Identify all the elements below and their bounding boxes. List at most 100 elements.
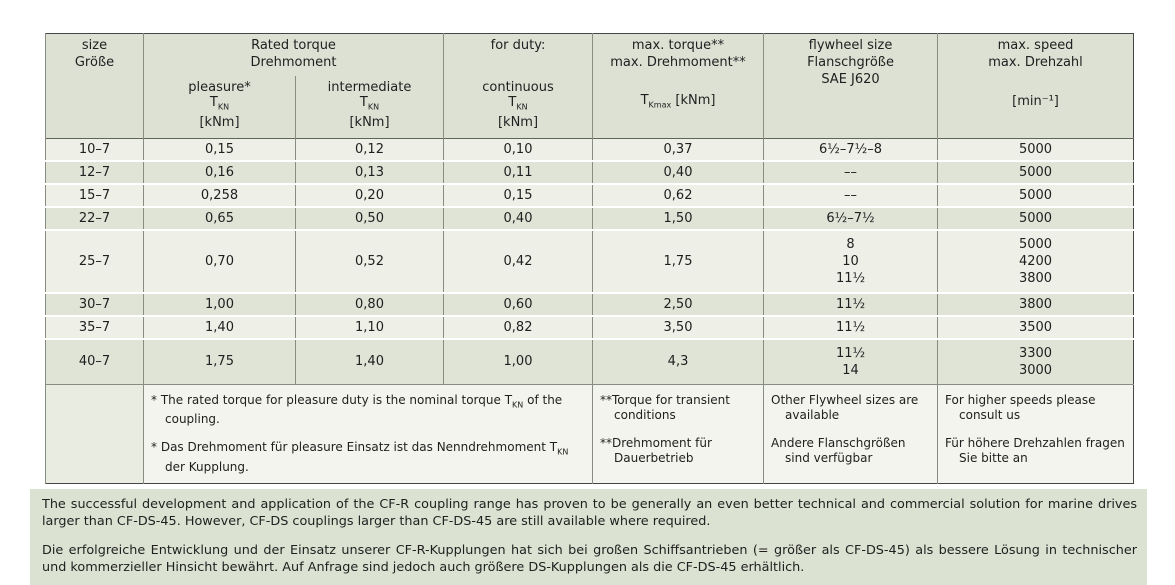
subheader-intermediate-symbol: TKN	[359, 95, 380, 112]
header-flywheel: flywheel size Flanschgröße SAE J620	[763, 33, 938, 139]
cell-pleasure: 1,40	[143, 314, 296, 339]
cell-size: 40–7	[45, 337, 144, 385]
cell-pleasure: 1,75	[143, 337, 296, 385]
cell-intermediate: 0,52	[294, 228, 444, 293]
cell-continuous: 0,40	[443, 205, 593, 230]
table-header: size Größe Rated torque Drehmoment for d…	[45, 33, 1134, 139]
cell-speed: 5000	[937, 205, 1134, 230]
cell-continuous: 0,60	[443, 291, 593, 316]
cell-size: 15–7	[45, 182, 144, 207]
cell-speed: 3500	[937, 314, 1134, 339]
cell-flywheel: 11½	[763, 314, 938, 339]
footnote-size-cell	[45, 383, 144, 484]
table-row: 15–7 0,258 0,20 0,15 0,62 –– 5000	[45, 182, 1134, 207]
footnote-row: * The rated torque for pleasure duty is …	[45, 383, 1134, 484]
table-row: 12–7 0,16 0,13 0,11 0,40 –– 5000	[45, 159, 1134, 184]
cell-continuous: 0,10	[443, 137, 593, 161]
cell-max-torque: 1,75	[592, 228, 764, 293]
cell-speed: 5000	[937, 159, 1134, 184]
footnote-max-torque-en: **Torque for transient conditions	[600, 392, 730, 423]
cell-intermediate: 0,20	[294, 182, 444, 207]
cell-max-torque: 2,50	[592, 291, 764, 316]
cell-intermediate: 0,12	[294, 137, 444, 161]
subheader-continuous-symbol: TKN	[508, 95, 528, 112]
cell-size: 10–7	[45, 137, 144, 161]
table-row: 35–7 1,40 1,10 0,82 3,50 11½ 3500	[45, 314, 1134, 339]
header-max-torque-symbol: TKmax [kNm]	[640, 93, 716, 110]
cell-continuous: 0,42	[443, 228, 593, 293]
cell-continuous: 0,15	[443, 182, 593, 207]
coupling-spec-table: size Größe Rated torque Drehmoment for d…	[45, 33, 1135, 485]
header-rated-torque-de: Drehmoment	[250, 55, 337, 70]
table-row: 10–7 0,15 0,12 0,10 0,37 6½–7½–8 5000	[45, 137, 1134, 161]
cell-size: 35–7	[45, 314, 144, 339]
cell-flywheel: ––	[763, 182, 938, 207]
cell-continuous: 0,82	[443, 314, 593, 339]
cell-flywheel: 11½	[763, 291, 938, 316]
cell-pleasure: 0,258	[143, 182, 296, 207]
cell-intermediate: 0,50	[294, 205, 444, 230]
header-max-torque: max. torque** max. Drehmoment** TKmax [k…	[592, 33, 764, 139]
cell-pleasure: 0,65	[143, 205, 296, 230]
cell-speed: 3800	[937, 291, 1134, 316]
header-flywheel-en: flywheel size	[808, 38, 893, 53]
header-flywheel-standard: SAE J620	[821, 72, 880, 87]
cell-speed: 3300 3000	[937, 337, 1134, 385]
footnote-rated-en: * The rated torque for pleasure duty is …	[151, 392, 563, 427]
header-size: size Größe	[45, 33, 144, 139]
footnote-speed-en: For higher speeds please consult us	[945, 392, 1096, 423]
footnote-speed: For higher speeds please consult us Für …	[937, 383, 1134, 484]
cell-intermediate: 1,40	[294, 337, 444, 385]
footnote-rated-de: * Das Drehmoment für pleasure Einsatz is…	[151, 439, 569, 474]
cell-intermediate: 0,13	[294, 159, 444, 184]
header-speed-de: max. Drehzahl	[988, 55, 1083, 70]
subheader-pleasure-symbol: TKN	[209, 95, 230, 112]
header-for-duty: for duty:	[443, 33, 593, 76]
cell-pleasure: 0,16	[143, 159, 296, 184]
cell-max-torque: 0,40	[592, 159, 764, 184]
summary-paragraph-de: Die erfolgreiche Entwicklung und der Ein…	[42, 543, 1137, 576]
footnote-max-torque: **Torque for transient conditions **Dreh…	[592, 383, 764, 484]
cell-pleasure: 0,15	[143, 137, 296, 161]
cell-size: 22–7	[45, 205, 144, 230]
footnote-flywheel-en: Other Flywheel sizes are available	[771, 392, 919, 423]
table-row: 40–7 1,75 1,40 1,00 4,3 11½ 14 3300 3000	[45, 337, 1134, 385]
header-speed-unit: [min⁻¹]	[1012, 94, 1059, 109]
table-row: 25–7 0,70 0,52 0,42 1,75 8 10 11½ 5000 4…	[45, 228, 1134, 293]
cell-max-torque: 0,37	[592, 137, 764, 161]
cell-flywheel: 6½–7½	[763, 205, 938, 230]
cell-size: 12–7	[45, 159, 144, 184]
summary-band: The successful development and applicati…	[30, 489, 1147, 585]
header-rated-torque-en: Rated torque	[251, 38, 336, 53]
table-body: 10–7 0,15 0,12 0,10 0,37 6½–7½–8 5000 12…	[45, 137, 1134, 484]
footnote-flywheel-de: Andere Flanschgrößen sind verfügbar	[771, 435, 906, 466]
cell-speed: 5000 4200 3800	[937, 228, 1134, 293]
table-row: 22–7 0,65 0,50 0,40 1,50 6½–7½ 5000	[45, 205, 1134, 230]
cell-continuous: 1,00	[443, 337, 593, 385]
header-speed: max. speed max. Drehzahl [min⁻¹]	[937, 33, 1134, 139]
cell-pleasure: 1,00	[143, 291, 296, 316]
cell-continuous: 0,11	[443, 159, 593, 184]
cell-flywheel: 6½–7½–8	[763, 137, 938, 161]
cell-flywheel: 11½ 14	[763, 337, 938, 385]
cell-max-torque: 1,50	[592, 205, 764, 230]
header-rated-torque: Rated torque Drehmoment	[142, 33, 444, 76]
subheader-continuous: continuous TKN [kNm]	[443, 76, 593, 139]
cell-intermediate: 0,80	[294, 291, 444, 316]
header-size-de: Größe	[74, 55, 115, 70]
subheader-intermediate: intermediate TKN [kNm]	[294, 76, 444, 139]
header-for-duty-label: for duty:	[490, 38, 546, 53]
footnote-rated-torque: * The rated torque for pleasure duty is …	[142, 383, 593, 484]
header-max-torque-en: max. torque**	[631, 38, 725, 53]
cell-pleasure: 0,70	[143, 228, 296, 293]
cell-max-torque: 0,62	[592, 182, 764, 207]
subheader-pleasure: pleasure* TKN [kNm]	[143, 76, 296, 139]
footnote-speed-de: Für höhere Drehzahlen fragen Sie bitte a…	[945, 435, 1125, 466]
table-row: 30–7 1,00 0,80 0,60 2,50 11½ 3800	[45, 291, 1134, 316]
cell-speed: 5000	[937, 182, 1134, 207]
cell-max-torque: 3,50	[592, 314, 764, 339]
footnote-max-torque-de: **Drehmoment für Dauerbetrieb	[600, 435, 712, 466]
header-size-en: size	[81, 38, 108, 53]
header-max-torque-de: max. Drehmoment**	[610, 55, 746, 70]
